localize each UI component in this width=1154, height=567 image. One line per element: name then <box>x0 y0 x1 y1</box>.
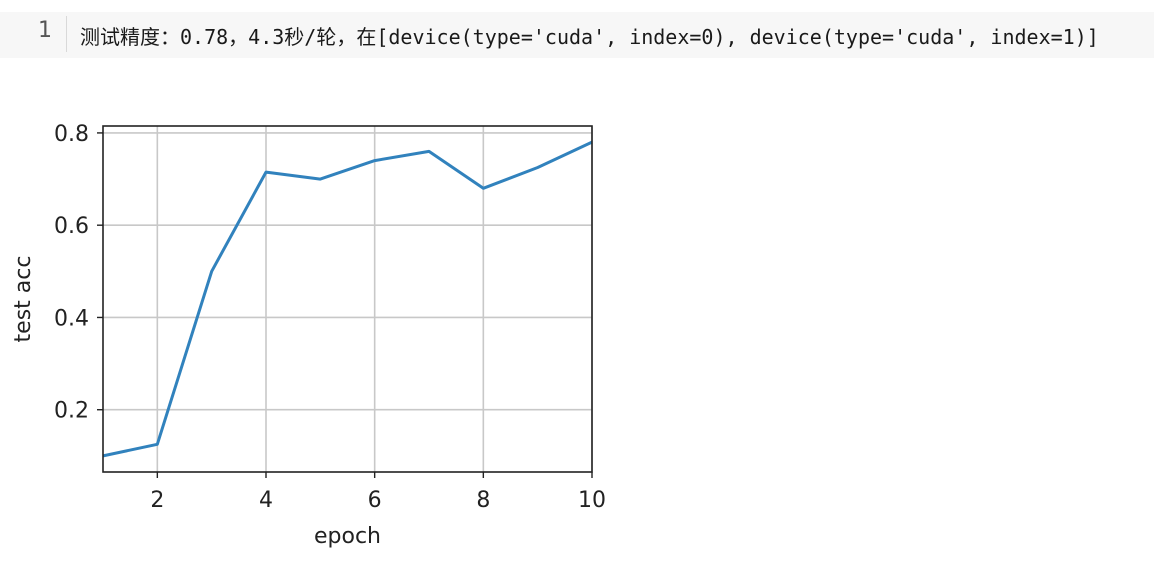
x-tick-label: 4 <box>259 488 273 513</box>
y-tick-label: 0.2 <box>54 399 89 424</box>
x-tick-label: 6 <box>368 488 382 513</box>
gutter-divider <box>66 16 67 52</box>
y-tick-label: 0.8 <box>54 122 89 147</box>
x-axis-label: epoch <box>314 524 381 549</box>
ticks: 2 4 6 8 10 0.2 0.4 0.6 0.8 <box>54 122 606 513</box>
output-text: 测试精度：0.78，4.3秒/轮，在[device(type='cuda', i… <box>80 25 1099 49</box>
y-tick-label: 0.6 <box>54 214 89 239</box>
y-tick-label: 0.4 <box>54 306 89 331</box>
plot-frame <box>102 125 593 473</box>
grid-lines <box>103 126 593 472</box>
output-line: 1 测试精度：0.78，4.3秒/轮，在[device(type='cuda',… <box>0 12 1154 58</box>
x-tick-label: 10 <box>578 488 606 513</box>
series-layer <box>102 140 593 458</box>
x-tick-label: 8 <box>476 488 490 513</box>
line-number: 1 <box>38 18 52 43</box>
y-axis-label: test acc <box>11 256 36 343</box>
series-line <box>102 140 593 458</box>
x-tick-label: 2 <box>150 488 164 513</box>
